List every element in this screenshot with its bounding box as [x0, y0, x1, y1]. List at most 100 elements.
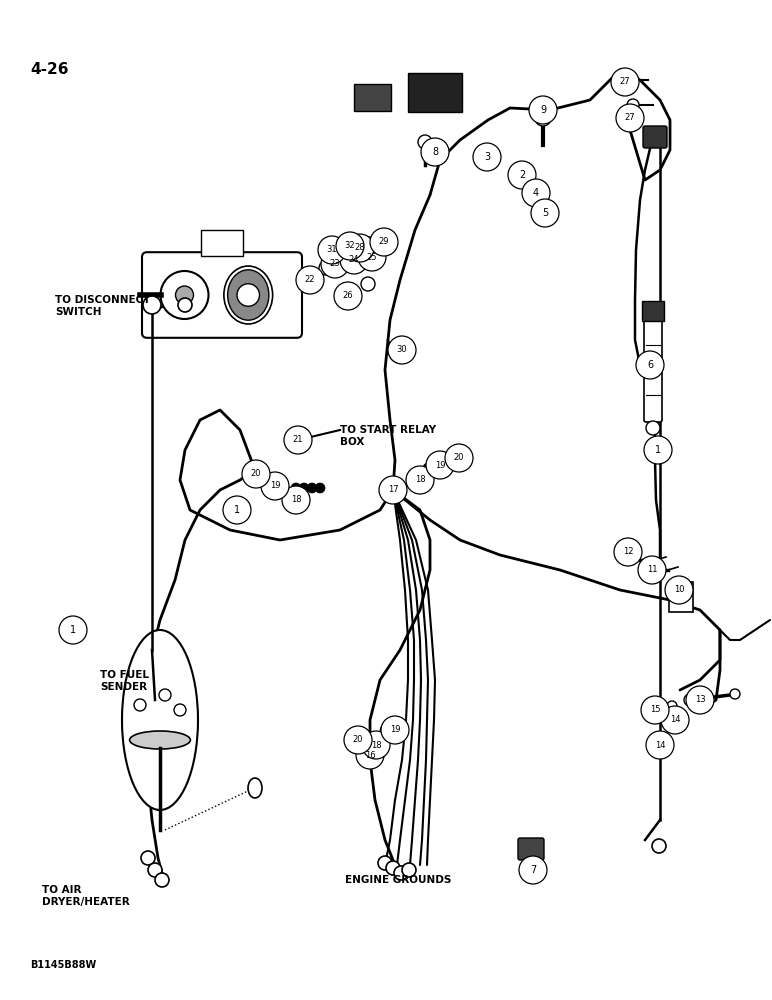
Text: 30: 30 [397, 346, 408, 355]
Text: 18: 18 [371, 740, 381, 750]
Circle shape [445, 444, 473, 472]
Text: 8: 8 [432, 147, 438, 157]
Circle shape [667, 701, 677, 711]
Text: 4: 4 [533, 188, 539, 198]
Circle shape [148, 863, 162, 877]
Text: 4-26: 4-26 [30, 62, 69, 77]
Circle shape [519, 856, 547, 884]
Text: 15: 15 [650, 706, 660, 714]
Circle shape [611, 68, 639, 96]
Circle shape [284, 426, 312, 454]
Circle shape [261, 472, 289, 500]
Circle shape [684, 694, 696, 706]
Circle shape [356, 741, 384, 769]
Circle shape [627, 99, 639, 111]
Circle shape [242, 460, 270, 488]
Circle shape [319, 261, 333, 275]
Circle shape [318, 236, 346, 264]
Text: 32: 32 [344, 241, 355, 250]
Circle shape [175, 286, 194, 304]
Circle shape [535, 110, 551, 126]
Ellipse shape [130, 731, 191, 749]
Circle shape [303, 271, 317, 285]
Text: 1: 1 [655, 445, 661, 455]
Circle shape [223, 496, 251, 524]
Circle shape [652, 839, 666, 853]
Circle shape [522, 179, 550, 207]
Circle shape [641, 696, 669, 724]
Circle shape [406, 466, 434, 494]
Circle shape [334, 282, 362, 310]
Circle shape [287, 434, 299, 446]
Circle shape [665, 576, 693, 604]
FancyBboxPatch shape [518, 838, 544, 860]
Circle shape [388, 727, 398, 737]
Circle shape [426, 451, 454, 479]
Circle shape [343, 283, 357, 297]
Circle shape [358, 243, 386, 271]
Text: 29: 29 [379, 237, 389, 246]
Circle shape [531, 199, 559, 227]
Text: 17: 17 [388, 486, 398, 494]
Circle shape [431, 463, 441, 473]
Circle shape [362, 731, 390, 759]
FancyBboxPatch shape [643, 126, 667, 148]
Text: 14: 14 [670, 716, 680, 724]
Text: 20: 20 [251, 470, 261, 479]
Circle shape [282, 486, 310, 514]
Text: TO AIR
DRYER/HEATER: TO AIR DRYER/HEATER [42, 885, 130, 907]
Ellipse shape [248, 778, 262, 798]
Text: 20: 20 [353, 736, 364, 744]
Circle shape [355, 247, 369, 261]
Ellipse shape [224, 266, 273, 324]
Text: 10: 10 [674, 585, 684, 594]
Circle shape [380, 725, 390, 735]
Circle shape [730, 689, 740, 699]
Circle shape [321, 250, 349, 278]
Circle shape [439, 463, 449, 473]
Text: 20: 20 [454, 454, 464, 462]
Circle shape [315, 483, 325, 493]
Text: TO FUEL
SENDER: TO FUEL SENDER [100, 670, 149, 692]
Circle shape [418, 135, 432, 149]
Circle shape [622, 74, 634, 86]
FancyBboxPatch shape [644, 318, 662, 422]
Ellipse shape [122, 630, 198, 810]
Text: ENGINE GROUNDS: ENGINE GROUNDS [345, 875, 452, 885]
Text: 19: 19 [390, 726, 400, 734]
Text: 27: 27 [625, 113, 635, 122]
Text: TO START RELAY
BOX: TO START RELAY BOX [340, 425, 436, 447]
Circle shape [636, 351, 664, 379]
Text: 24: 24 [349, 255, 359, 264]
Circle shape [638, 556, 666, 584]
Circle shape [389, 341, 411, 363]
Text: 16: 16 [364, 750, 375, 760]
Circle shape [396, 725, 406, 735]
Text: 11: 11 [647, 566, 657, 574]
FancyBboxPatch shape [669, 582, 693, 612]
Text: 31: 31 [327, 245, 337, 254]
FancyBboxPatch shape [142, 252, 302, 338]
Circle shape [616, 104, 644, 132]
Circle shape [394, 866, 408, 880]
Text: 7: 7 [530, 865, 536, 875]
Text: 18: 18 [291, 495, 301, 504]
Circle shape [161, 271, 208, 319]
Text: 5: 5 [542, 208, 548, 218]
Circle shape [378, 231, 392, 245]
Circle shape [296, 266, 324, 294]
FancyBboxPatch shape [354, 84, 391, 111]
Circle shape [141, 851, 155, 865]
Circle shape [646, 421, 660, 435]
Circle shape [402, 863, 416, 877]
Text: 13: 13 [695, 696, 706, 704]
Circle shape [388, 336, 416, 364]
Circle shape [363, 237, 377, 251]
Text: 18: 18 [415, 476, 425, 485]
Text: 27: 27 [620, 78, 630, 87]
Circle shape [340, 246, 368, 274]
Text: TO DISCONNECT
SWITCH: TO DISCONNECT SWITCH [55, 295, 151, 317]
Circle shape [386, 861, 400, 875]
Text: B1145B88W: B1145B88W [30, 960, 96, 970]
Text: 6: 6 [647, 360, 653, 370]
